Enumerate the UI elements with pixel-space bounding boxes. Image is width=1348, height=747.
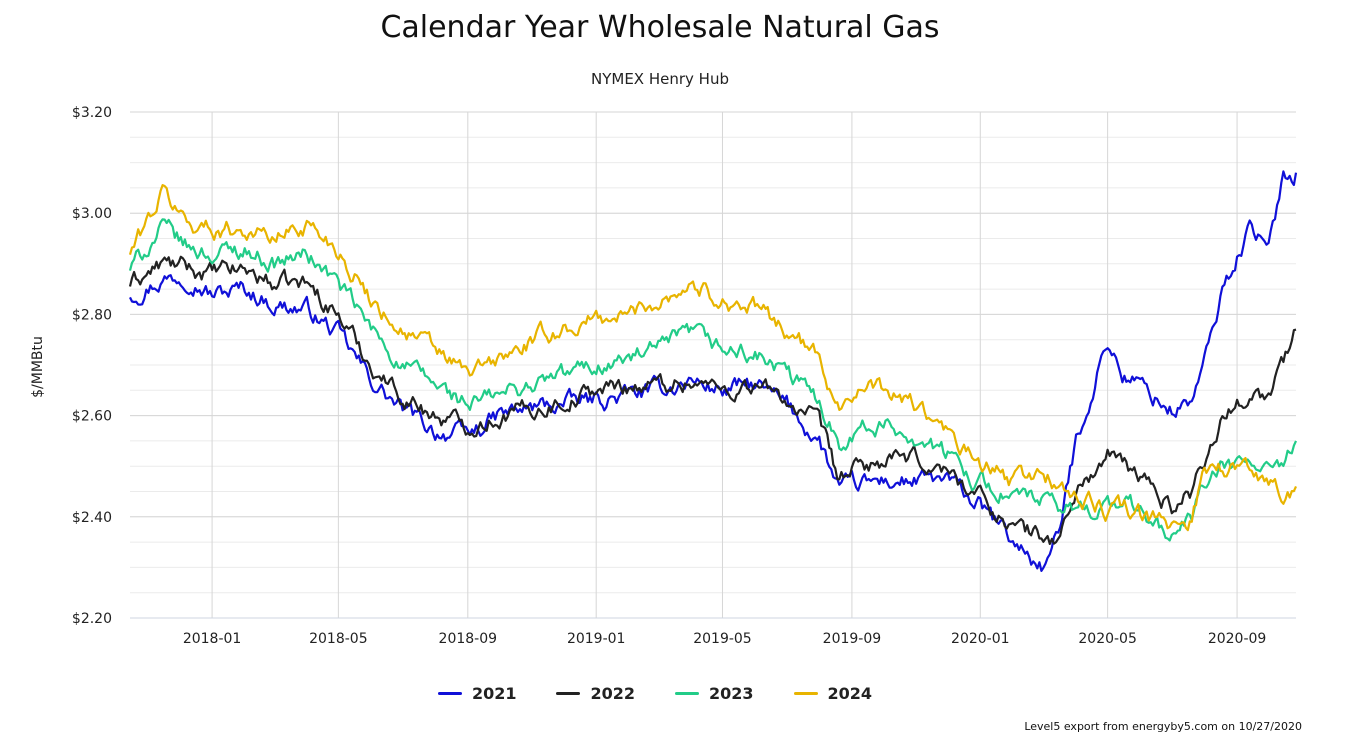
x-tick-label: 2018-01	[183, 631, 242, 647]
y-tick-label: $2.40	[72, 510, 112, 526]
x-tick-label: 2018-09	[439, 631, 498, 647]
legend-item-2021[interactable]: 2021	[437, 684, 517, 703]
legend: 2021 2022 2023 2024	[0, 684, 1310, 703]
legend-swatch	[437, 692, 462, 695]
legend-item-2023[interactable]: 2023	[675, 684, 754, 703]
series-line-2021	[129, 170, 1298, 572]
x-tick-label: 2020-05	[1078, 631, 1137, 647]
legend-label: 2021	[471, 684, 517, 703]
x-tick-label: 2020-01	[951, 631, 1010, 647]
x-tick-label: 2019-05	[693, 631, 752, 647]
axes: $2.20 $2.40 $2.60 $2.80 $3.00 $3.20 2018-01 201…	[72, 105, 1296, 647]
series-line-2024	[128, 184, 1298, 532]
legend-label: 2023	[709, 684, 754, 703]
legend-label: 2022	[590, 684, 635, 703]
x-tick-label: 2019-09	[823, 631, 882, 647]
legend-item-2022[interactable]: 2022	[556, 684, 635, 703]
x-tick-label: 2019-01	[567, 631, 626, 647]
y-tick-label: $3.00	[72, 206, 112, 222]
grid	[130, 111, 1296, 619]
legend-swatch	[556, 692, 581, 695]
x-tick-label: 2018-05	[309, 631, 368, 647]
x-tick-label: 2020-09	[1208, 631, 1267, 647]
series-line-2022	[128, 255, 1297, 545]
legend-swatch	[793, 692, 818, 695]
export-credit: Level5 export from energyby5.com on 10/2…	[1024, 720, 1302, 733]
legend-swatch	[675, 692, 699, 695]
legend-item-2024[interactable]: 2024	[793, 684, 873, 703]
chart-title: Calendar Year Wholesale Natural Gas	[380, 10, 940, 45]
y-tick-label: $2.20	[72, 611, 112, 627]
y-tick-label: $2.60	[72, 409, 112, 425]
legend-label: 2024	[827, 684, 873, 703]
y-tick-label: $3.20	[72, 105, 112, 121]
series-lines	[128, 170, 1298, 572]
chart-subtitle: NYMEX Henry Hub	[591, 70, 729, 88]
y-tick-label: $2.80	[72, 307, 112, 323]
